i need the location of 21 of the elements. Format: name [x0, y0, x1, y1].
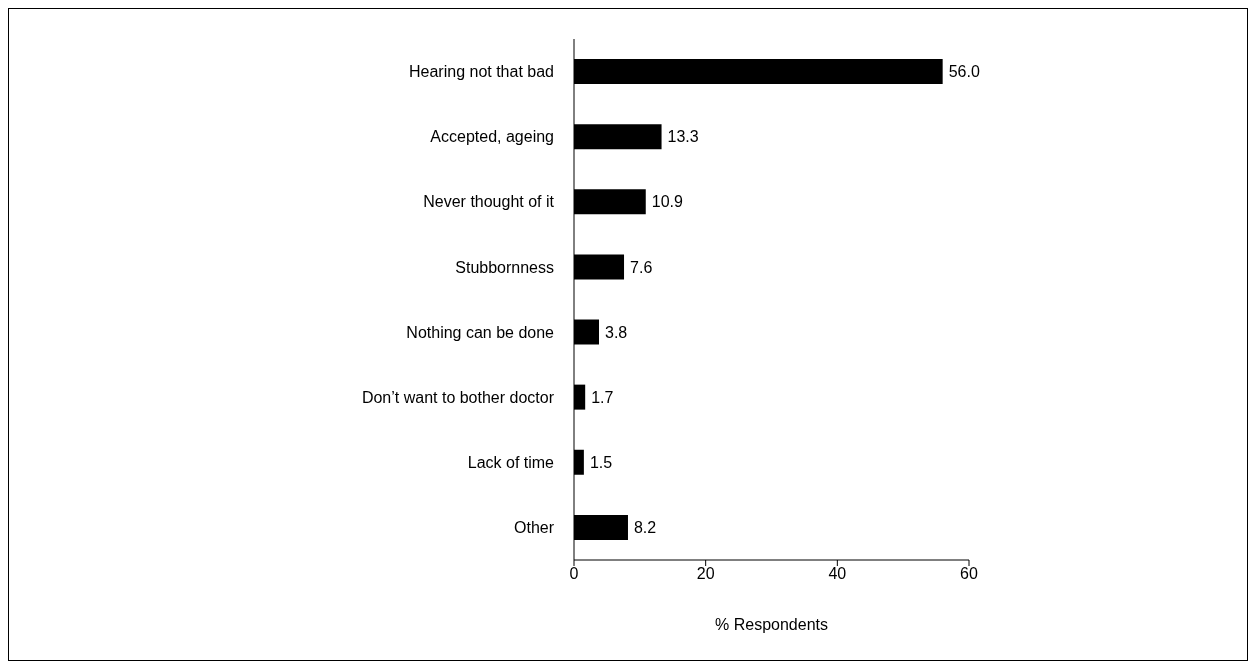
x-axis-title: % Respondents — [715, 616, 828, 633]
y-tick-label: Don’t want to bother doctor — [361, 388, 555, 406]
x-tick-label: 0 — [569, 565, 579, 583]
data-label: 1.7 — [591, 388, 614, 406]
y-tick-label: Stubbornness — [455, 258, 554, 276]
x-tick-label: 60 — [960, 565, 978, 583]
data-label: 7.6 — [630, 258, 653, 276]
data-label: 13.3 — [667, 128, 699, 146]
x-tick-label: 20 — [696, 565, 715, 583]
x-tick-label: 40 — [828, 565, 847, 583]
y-tick-label: Lack of time — [467, 453, 555, 471]
data-label: 1.5 — [589, 453, 613, 471]
y-tick-label: Nothing can be done — [406, 323, 555, 341]
y-tick-label: Never thought of it — [423, 193, 555, 211]
data-label: 3.8 — [605, 323, 628, 341]
data-label: 8.2 — [633, 519, 657, 537]
data-label: 10.9 — [651, 193, 683, 211]
y-tick-label: Accepted, ageing — [430, 128, 554, 146]
y-tick-label: Hearing not that bad — [409, 63, 554, 81]
data-label: 56.0 — [948, 63, 980, 81]
y-tick-label: Other — [513, 519, 555, 537]
